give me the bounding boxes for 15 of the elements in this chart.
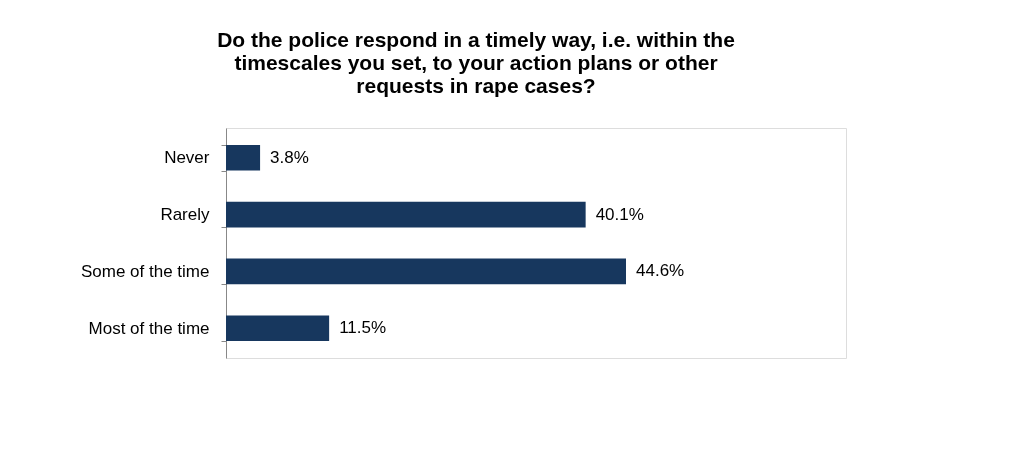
- bar: [226, 201, 586, 228]
- data-label: 3.8%: [270, 147, 309, 167]
- text: requests in rape cases?: [356, 74, 596, 97]
- y-tick-label: Rarely: [160, 205, 210, 225]
- y-tick-label: Most of the time: [88, 318, 210, 338]
- bar: [226, 315, 330, 341]
- data-label: 44.6%: [636, 261, 685, 281]
- y-tick-label: Some of the time: [80, 261, 210, 281]
- bar: [226, 145, 261, 171]
- bar: [226, 258, 626, 285]
- y-tick-label: Never: [164, 148, 210, 168]
- text: timescales you set, to your action plans or other: [234, 51, 718, 74]
- data-label: 40.1%: [595, 204, 644, 224]
- text: Do the police respond in a timely way, i.e. within the: [217, 28, 735, 51]
- data-label: 11.5%: [339, 318, 387, 338]
